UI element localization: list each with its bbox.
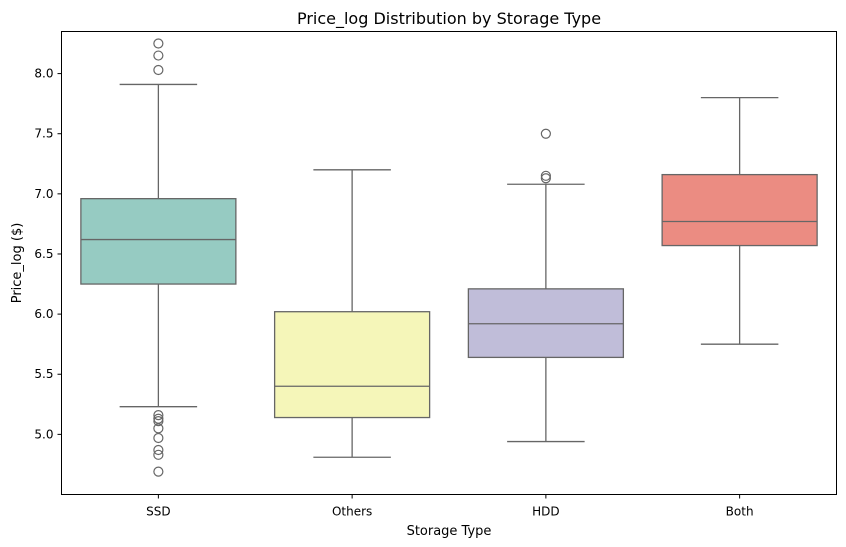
outlier-point: [153, 50, 164, 61]
axes: SSD Others HDD Both 5.0 5.5 6.0 6.5 7.0 7.5 8.0: [34, 67, 753, 519]
y-tick-label: 5.0: [34, 427, 53, 441]
plot-area: [80, 38, 818, 477]
outlier-point: [153, 449, 164, 460]
chart-title: Price_log Distribution by Storage Type: [297, 9, 601, 29]
x-tick-label-others: Others: [332, 505, 372, 519]
outlier-point: [540, 170, 551, 181]
plot-frame: [61, 31, 837, 495]
x-axis-label: Storage Type: [407, 524, 492, 539]
y-tick-label: 7.0: [34, 187, 53, 201]
y-tick-label: 8.0: [34, 67, 53, 81]
outlier-point: [153, 432, 164, 444]
outlier-point: [153, 444, 164, 456]
box-iqr: [80, 198, 237, 285]
box-iqr: [661, 173, 818, 247]
x-tick-label-ssd: SSD: [146, 505, 170, 519]
outlier-point: [153, 64, 164, 76]
outlier-point: [540, 128, 551, 139]
outlier-point: [153, 466, 164, 477]
outlier-point: [153, 416, 164, 427]
y-tick-label: 6.0: [34, 307, 53, 321]
outlier-point: [153, 410, 164, 421]
box-iqr: [273, 311, 431, 419]
x-tick-label-hdd: HDD: [532, 505, 560, 519]
box-group-both: [661, 96, 818, 345]
box-group-others: [273, 169, 431, 458]
y-tick-label: 7.5: [34, 127, 53, 141]
outlier-point: [153, 38, 164, 49]
box-group-hdd: [467, 128, 625, 443]
y-tick-label: 5.5: [34, 367, 53, 381]
outlier-point: [540, 173, 551, 184]
box-group-ssd: [80, 38, 237, 477]
outlier-point: [153, 423, 164, 434]
x-tick-label-both: Both: [726, 505, 754, 519]
y-tick-label: 6.5: [34, 247, 53, 261]
y-axis-label: Price_log ($): [10, 223, 25, 304]
outlier-point: [153, 413, 164, 424]
